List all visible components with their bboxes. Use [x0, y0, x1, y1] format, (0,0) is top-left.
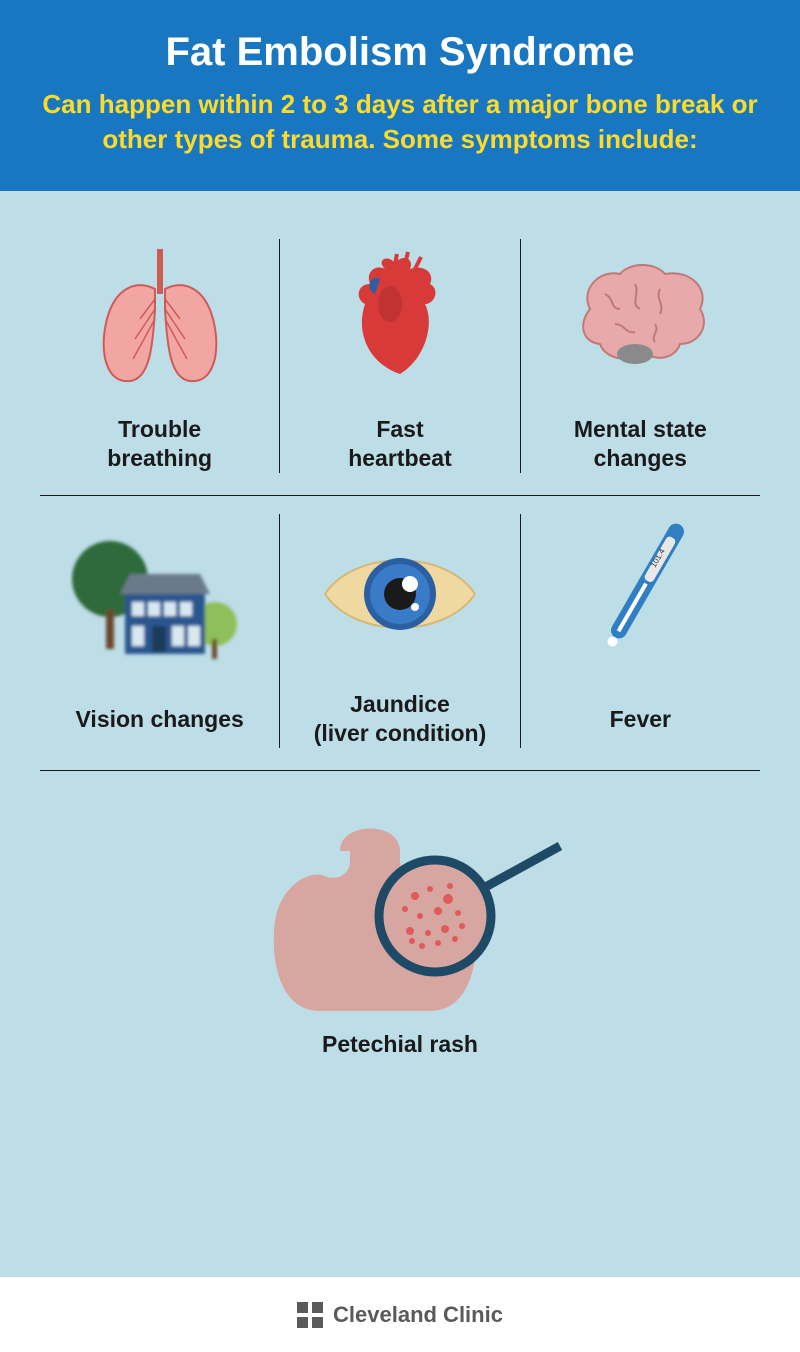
cleveland-clinic-logo-icon — [297, 1302, 323, 1328]
symptom-label: Jaundice (liver condition) — [314, 690, 487, 748]
symptom-label: Trouble breathing — [107, 415, 212, 473]
symptom-cell-heart: Fast heartbeat — [279, 239, 519, 473]
symptom-label: Mental state changes — [574, 415, 707, 473]
symptom-row-2: Vision changes Jaundice (liver condition… — [40, 496, 760, 771]
footer: Cleveland Clinic — [0, 1277, 800, 1352]
symptom-cell-lungs: Trouble breathing — [40, 239, 279, 473]
brain-icon — [531, 239, 750, 399]
heart-icon — [290, 239, 509, 399]
symptom-label: Fever — [610, 690, 671, 748]
house-blur-icon — [50, 514, 269, 674]
eye-icon — [290, 514, 509, 674]
lungs-icon — [50, 239, 269, 399]
symptom-cell-brain: Mental state changes — [520, 239, 760, 473]
title: Fat Embolism Syndrome — [40, 30, 760, 75]
symptom-row-3: Petechial rash — [40, 771, 760, 1068]
torso-rash-icon — [210, 791, 590, 1021]
symptom-label: Vision changes — [76, 690, 244, 748]
subtitle: Can happen within 2 to 3 days after a ma… — [40, 87, 760, 157]
symptom-cell-jaundice: Jaundice (liver condition) — [279, 514, 519, 748]
footer-brand: Cleveland Clinic — [333, 1302, 503, 1328]
infographic-container: Fat Embolism Syndrome Can happen within … — [0, 0, 800, 1352]
thermometer-icon: 101.4 — [531, 514, 750, 674]
symptom-cell-vision: Vision changes — [40, 514, 279, 748]
symptom-label: Petechial rash — [322, 1031, 478, 1058]
body: Trouble breathing Fast heartbeat — [0, 191, 800, 1277]
symptom-row-1: Trouble breathing Fast heartbeat — [40, 221, 760, 496]
symptom-cell-fever: 101.4 Fever — [520, 514, 760, 748]
symptom-label: Fast heartbeat — [348, 415, 452, 473]
header: Fat Embolism Syndrome Can happen within … — [0, 0, 800, 191]
